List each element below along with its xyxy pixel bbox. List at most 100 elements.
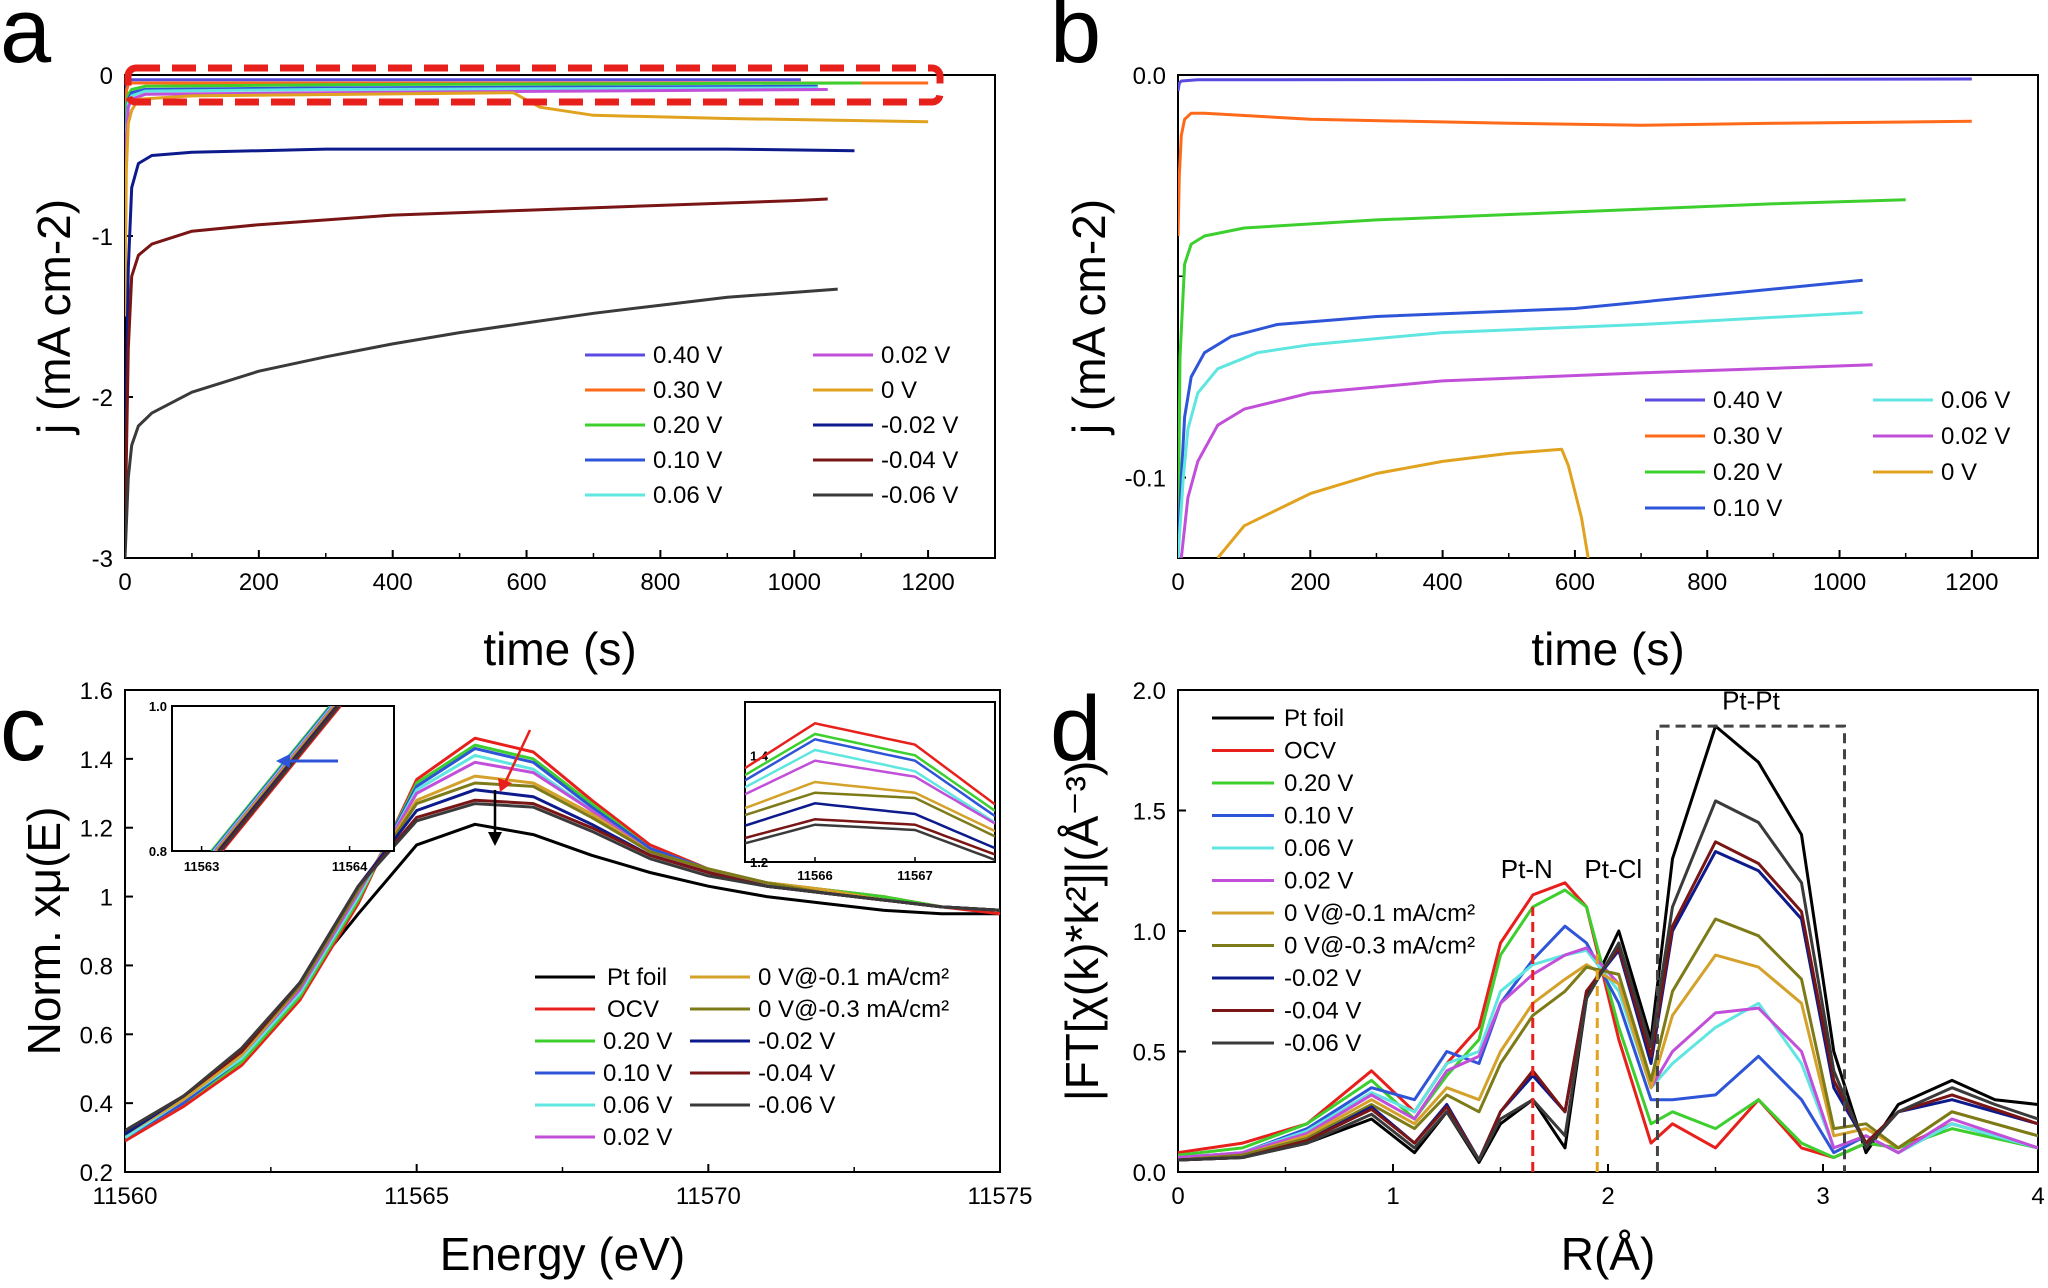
x-tick-label: 1 [1386,1183,1399,1210]
series-line [1216,447,1590,558]
series-line [1179,363,1873,558]
series-group [1178,724,2038,1164]
legend-label: 0.40 V [653,342,722,369]
x-tick-label: 4 [2031,1183,2044,1210]
x-tick-label: 800 [1687,569,1727,596]
pt-pt-box [1655,724,1846,1172]
annotation-pt-n: Pt-N [1501,854,1553,884]
legend-label: 0.30 V [1713,423,1782,450]
inset-series-line [745,791,995,838]
y-tick-label: -3 [92,546,113,573]
legend-label: -0.06 V [758,1092,835,1119]
red-arrowhead-icon [498,778,512,792]
x-tick-label: 0 [1171,569,1184,596]
legend-label: 0 V@-0.1 mA/cm² [1284,900,1475,927]
series-line [1178,311,1863,558]
inset-series-line [745,759,995,825]
series-group [125,78,929,558]
y-axis-label: j (mA cm-2) [1063,199,1115,436]
inset-series-line [219,706,341,851]
legend-label: -0.04 V [1284,998,1361,1025]
inset-series-line [745,732,995,812]
legend-label: 0.02 V [1284,868,1353,895]
panel-c: 11560 11565 11570 11575 0.2 0.4 0.6 0.8 1 1.2 1.4 1… [0,678,1032,1280]
panel-letter: c [0,678,46,780]
x-tick-label: 2 [1601,1183,1614,1210]
inset-x-tick-label: 11566 [797,868,832,883]
y-tick-label: 0.4 [80,1091,113,1118]
inset-series-line [745,802,995,850]
legend-label: OCV [1284,738,1336,765]
x-tick-label: 600 [507,569,547,596]
panel-a: 0 200 400 600 800 1000 1200 0 -1 -2 -3 a time (s) j (… [0,0,996,675]
legend-label: 0.10 V [603,1060,672,1087]
x-tick-label: 200 [239,569,279,596]
y-tick-label: 1 [100,885,113,912]
y-tick-label: 1.6 [80,678,113,705]
legend-label: 0.20 V [1284,770,1353,797]
legend-label: -0.04 V [881,447,958,474]
annotation-pt-pt: Pt-Pt [1722,685,1781,715]
series-line [1178,111,1972,237]
plot-frame [1177,74,2039,559]
y-tick-label: 2.0 [1133,678,1166,705]
inset-series-line [745,780,995,833]
panel-letter: b [1050,0,1101,82]
legend-label: OCV [607,996,659,1023]
inset-x-tick-label: 11567 [897,868,932,883]
y-axis-label: j (mA cm-2) [28,199,80,436]
y-tick-label: 1.2 [80,816,113,843]
x-tick-label: 11570 [676,1183,741,1210]
panel-letter: a [0,0,52,82]
inset-y-tick-label: 1.4 [750,748,769,763]
legend-label: 0.06 V [1284,835,1353,862]
inset-left-series [210,706,342,851]
inset-series-line [745,721,995,806]
legend-label: 0.10 V [1713,495,1782,522]
series-line [125,86,818,269]
series-line [125,91,929,317]
legend-label: 0 V@-0.1 mA/cm² [758,964,949,991]
inset-series-line [745,823,995,862]
y-tick-label: 1.4 [80,747,113,774]
series-line [125,197,828,526]
x-tick-label: 800 [640,569,680,596]
legend-label: 0.10 V [653,447,722,474]
legend-label: 0.02 V [1941,423,2010,450]
legend-label: 0.20 V [1713,459,1782,486]
y-tick-label: 0.0 [1133,1160,1166,1187]
x-tick-label: 11575 [968,1183,1033,1210]
x-tick-label: 1200 [1945,569,1998,596]
y-tick-label: 1.5 [1133,799,1166,826]
x-tick-label: 11560 [93,1183,158,1210]
legend-label: Pt foil [607,964,667,991]
series-group [1178,77,1972,558]
legend-label: 0.06 V [1941,387,2010,414]
x-tick-label: 3 [1816,1183,1829,1210]
x-axis-label: time (s) [483,623,636,675]
x-tick-label: 1200 [901,569,954,596]
series-group [125,736,1000,1143]
inset-right-series [745,721,995,862]
legend-label: 0.20 V [603,1028,672,1055]
legend-label: 0.10 V [1284,803,1353,830]
x-tick-label: 400 [373,569,413,596]
legend-label: 0 V [881,377,917,404]
series-line [125,147,855,478]
series-line [125,802,1000,1132]
legend-label: 0.30 V [653,377,722,404]
series-line [1178,799,2038,1162]
legend-label: -0.04 V [758,1060,835,1087]
inset-x-tick-label: 11563 [184,859,219,874]
y-tick-label: 0.0 [1133,63,1166,90]
inset-y-tick-label: 1.0 [149,699,167,714]
y-tick-label: 0.5 [1133,1040,1166,1067]
series-line [1178,198,1906,558]
series-line [125,743,1000,1139]
y-tick-label: -0.1 [1125,466,1166,493]
panel-b: 0 200 400 600 800 1000 1200 0.0 -0.1 b time (s) j (… [1050,0,2039,675]
panel-d: 0 1 2 3 4 0.0 0.5 1.0 1.5 2.0 d R(Å) |FT[χ(k)*k²]|(Å… [1050,678,2045,1280]
x-tick-label: 1000 [1813,569,1866,596]
inset-series-line [745,748,995,824]
